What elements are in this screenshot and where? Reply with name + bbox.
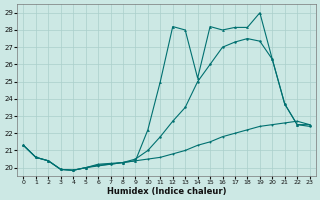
X-axis label: Humidex (Indice chaleur): Humidex (Indice chaleur) [107, 187, 226, 196]
